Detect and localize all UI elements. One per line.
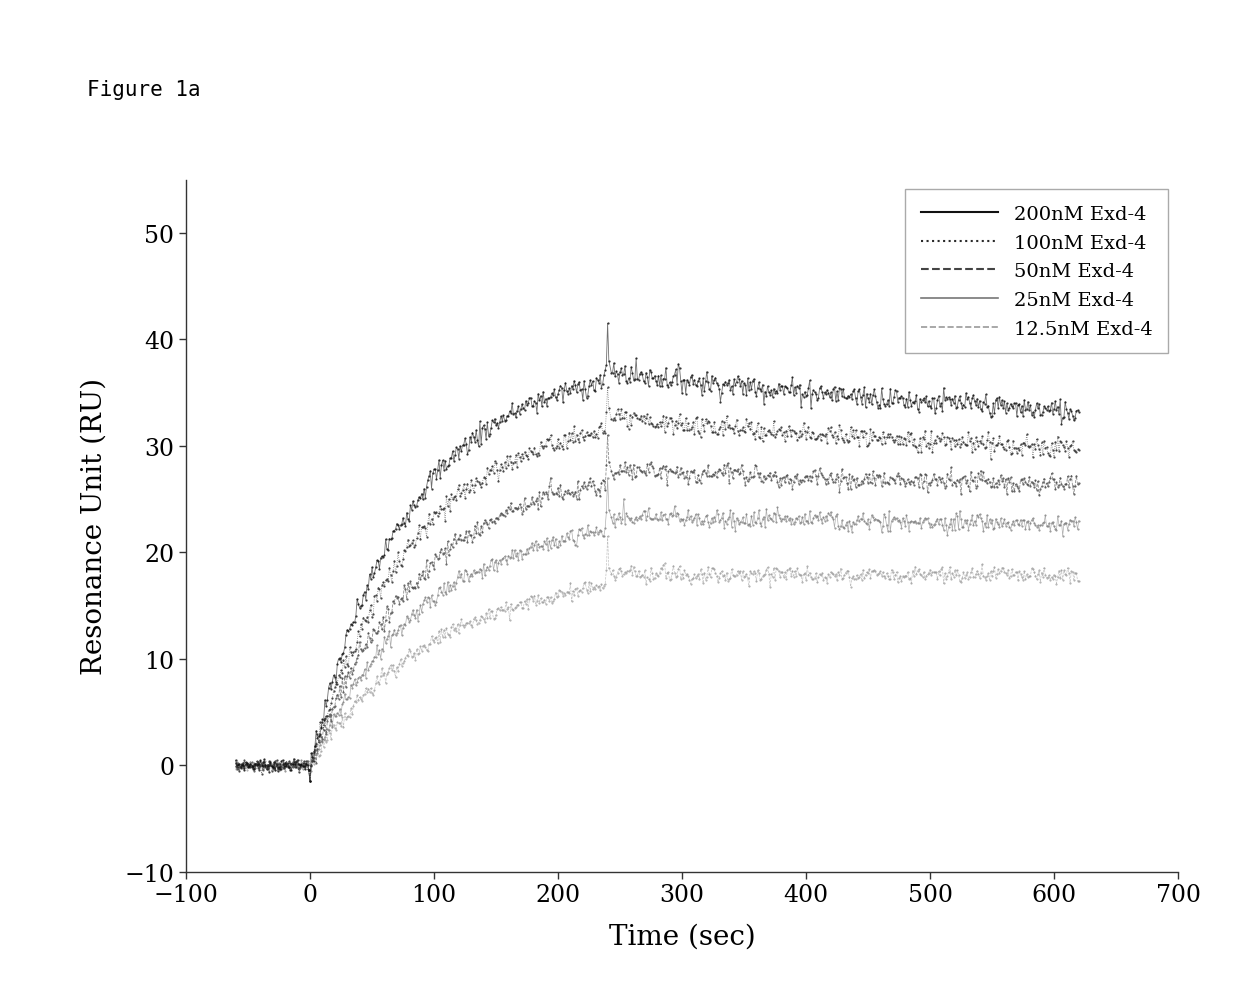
X-axis label: Time (sec): Time (sec) [609,923,755,950]
Legend: 200nM Exd-4, 100nM Exd-4, 50nM Exd-4, 25nM Exd-4, 12.5nM Exd-4: 200nM Exd-4, 100nM Exd-4, 50nM Exd-4, 25… [905,190,1168,354]
Text: Figure 1a: Figure 1a [87,80,201,100]
Y-axis label: Resonance Unit (RU): Resonance Unit (RU) [81,378,108,674]
